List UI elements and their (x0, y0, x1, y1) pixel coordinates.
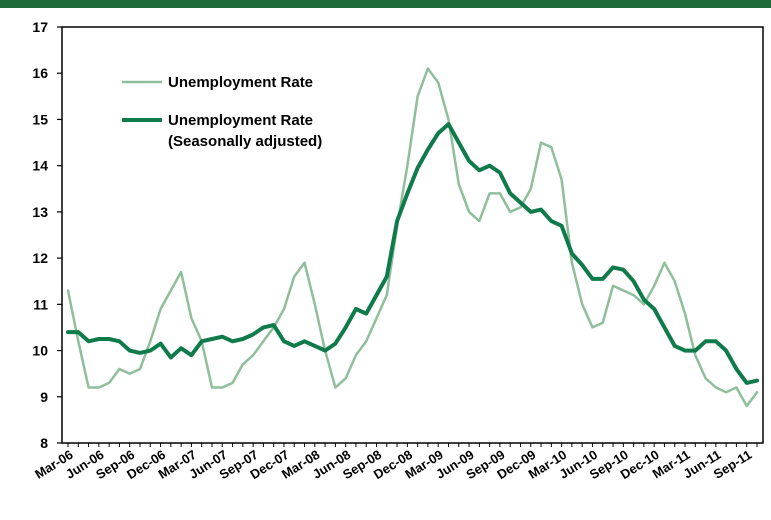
series-line-seasonally-adjusted (66, 122, 759, 385)
y-tick-label: 10 (32, 343, 48, 359)
y-tick-label: 14 (32, 158, 48, 174)
legend: Unemployment Rate Unemployment Rate (Seaso… (122, 74, 322, 150)
legend-label: (Seasonally adjusted) (168, 133, 322, 150)
y-tick-label: 11 (33, 296, 48, 312)
series-line-unemployment-rate (66, 67, 759, 408)
y-tick-label: 16 (32, 65, 48, 81)
legend-label: Unemployment Rate (168, 112, 313, 129)
top-banner (0, 0, 771, 8)
y-tick-label: 13 (32, 204, 48, 220)
y-tick-label: 9 (40, 389, 48, 405)
y-tick-label: 12 (32, 250, 48, 266)
plot-border (61, 26, 764, 444)
y-tick-label: 8 (40, 435, 48, 451)
legend-label: Unemployment Rate (168, 74, 313, 91)
series-layer (66, 67, 759, 408)
axes: 891011121314151617Mar-06Jun-06Sep-06Dec-… (32, 19, 764, 482)
y-tick-label: 17 (32, 19, 48, 35)
y-tick-label: 15 (32, 111, 48, 127)
